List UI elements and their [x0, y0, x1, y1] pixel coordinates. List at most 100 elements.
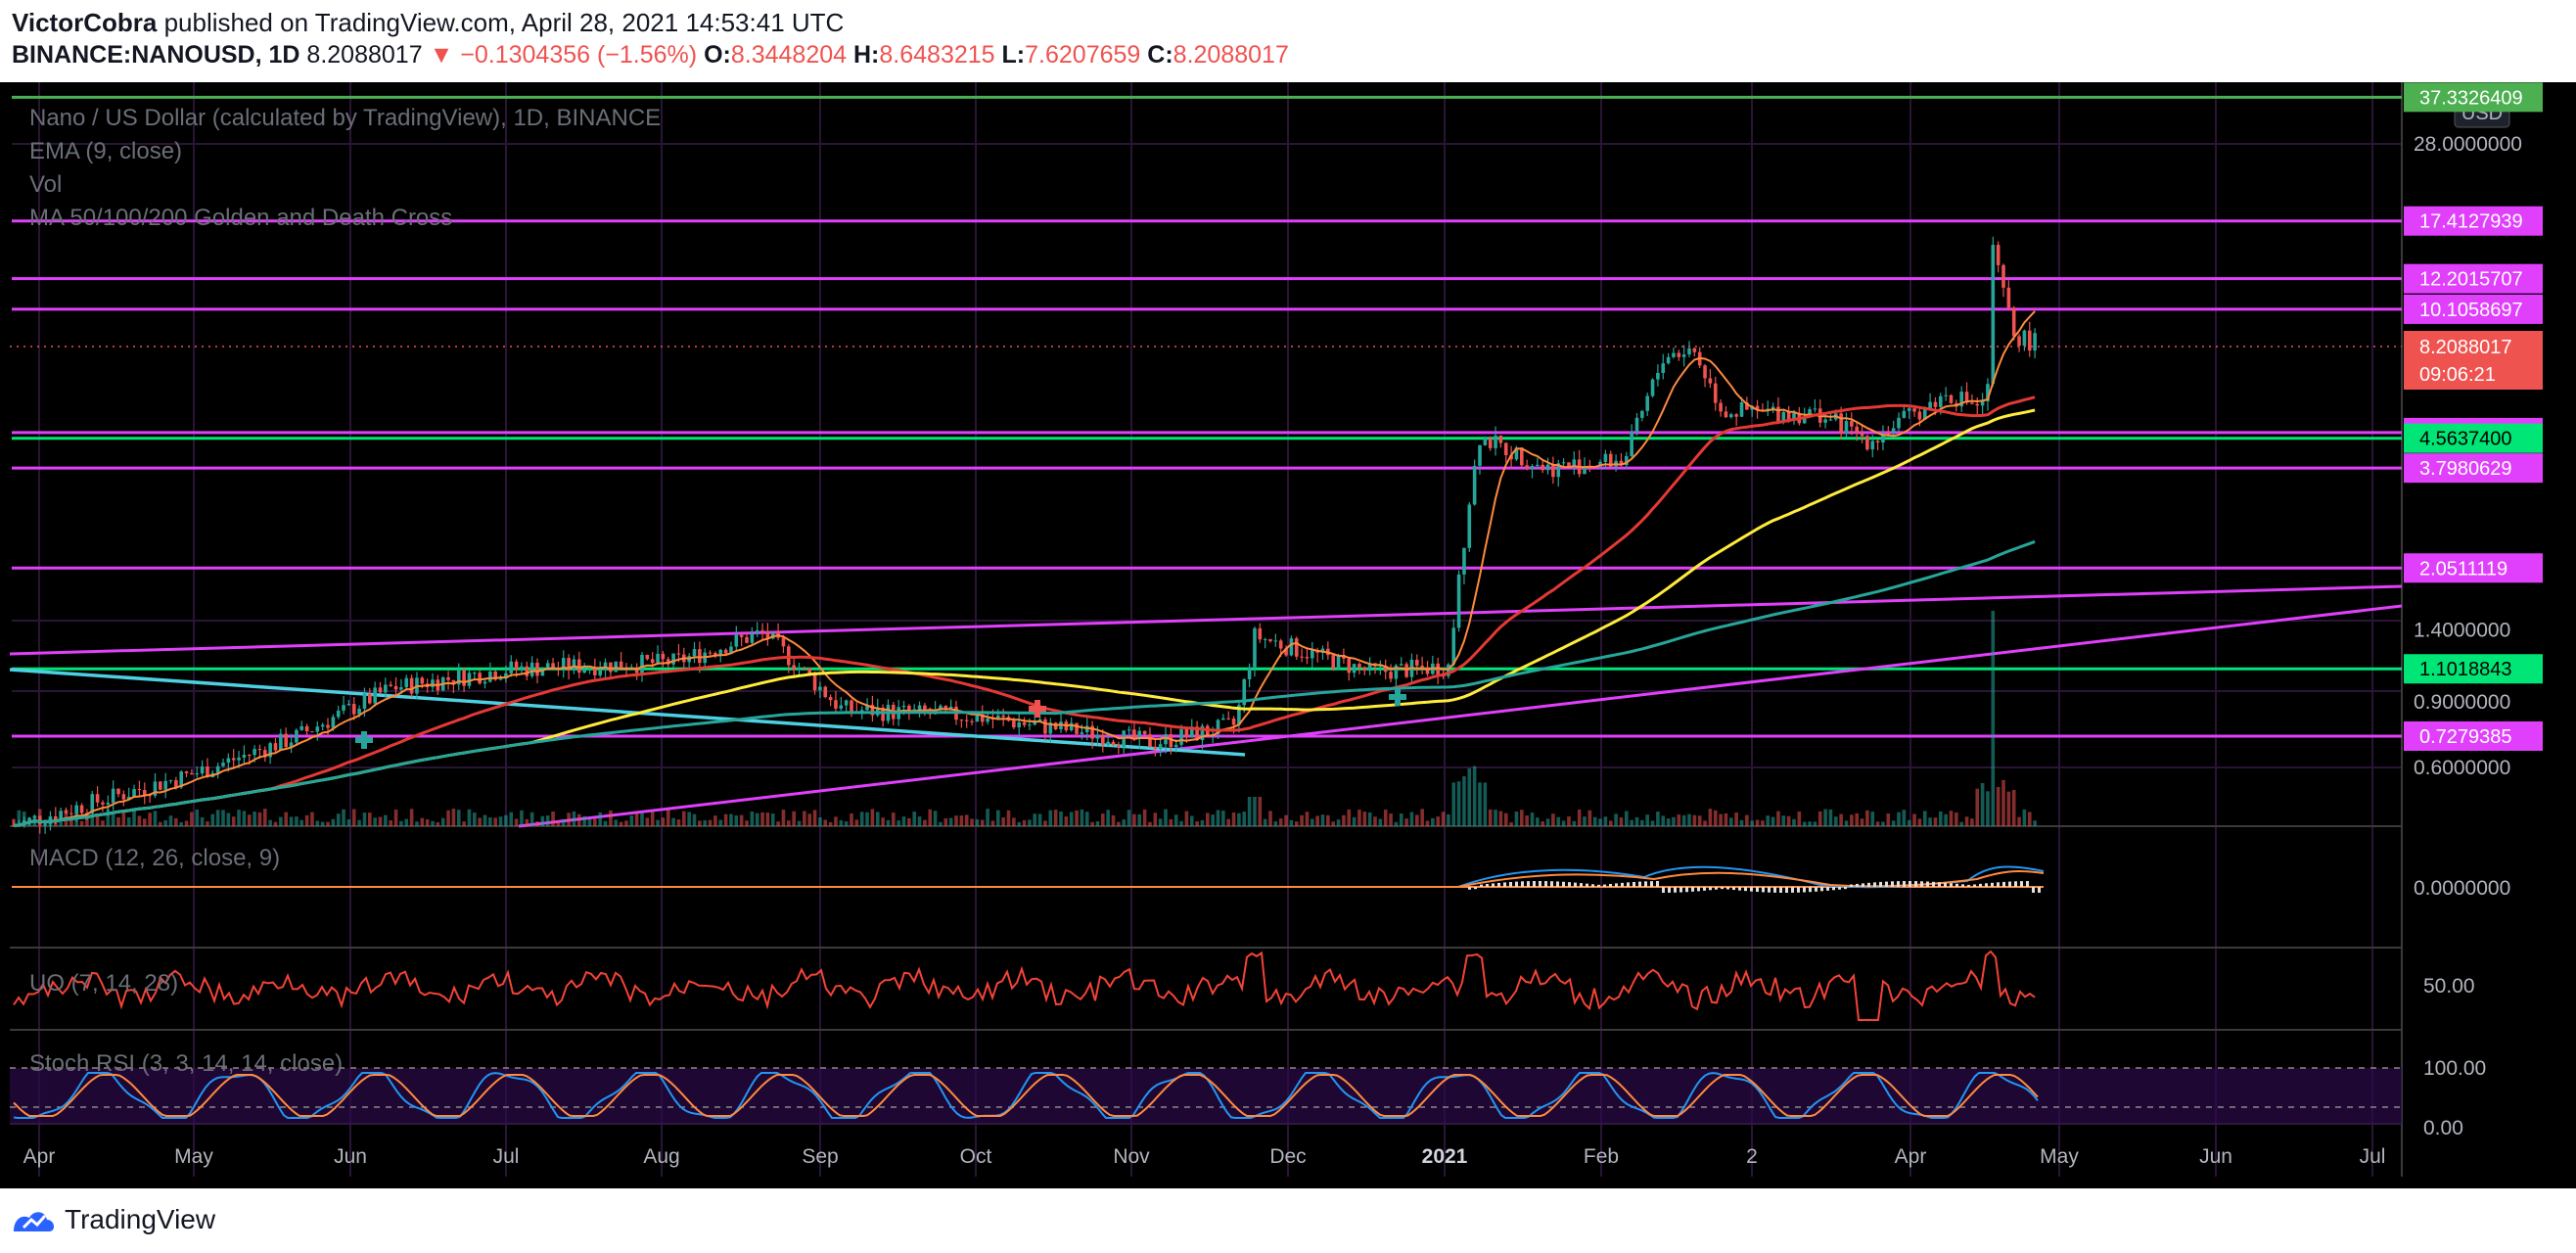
candle-body	[1404, 664, 1408, 677]
volume-bar	[1441, 812, 1446, 826]
volume-bar	[273, 821, 278, 826]
volume-bar	[1970, 818, 1974, 826]
volume-bar	[1488, 809, 1493, 826]
volume-bar	[1320, 814, 1325, 826]
candle-body	[640, 654, 644, 673]
macd-hist-bar	[1544, 881, 1547, 887]
candle-body	[116, 788, 120, 795]
legend-ma[interactable]: MA 50/100/200 Golden and Death Cross	[29, 205, 452, 231]
high-value: 8.6483215	[879, 41, 995, 69]
level-price-tag	[2404, 553, 2543, 583]
candle-body	[1813, 408, 1817, 410]
candle-body	[310, 731, 314, 733]
volume-bar	[933, 811, 938, 826]
volume-bar	[1221, 811, 1225, 826]
candle-body	[1681, 354, 1686, 357]
ma200-line	[13, 539, 2036, 827]
candle-body	[451, 679, 456, 685]
chart-header: VictorCobra published on TradingView.com…	[0, 0, 2576, 82]
volume-bar	[986, 809, 989, 826]
time-axis[interactable]: Apr May Jun Jul Aug Sep Oct Nov Dec 2021 Feb 2 Apr Ma…	[23, 1145, 2386, 1168]
legend-uo[interactable]: UO (7, 14, 28)	[29, 970, 178, 997]
volume-bar	[200, 816, 205, 826]
volume-bar	[1006, 810, 1011, 826]
volume-bar	[331, 818, 336, 826]
candle-body	[1200, 725, 1205, 741]
volume-bar	[1117, 821, 1121, 826]
macd-hist-bar	[1715, 887, 1718, 890]
volume-bar	[1525, 815, 1529, 826]
volume-bar	[1912, 813, 1916, 826]
candle-body	[2033, 333, 2037, 351]
volume-bar	[159, 821, 162, 826]
volume-bar	[1850, 814, 1854, 826]
macd-hist-bar	[1668, 887, 1671, 893]
legend-vol[interactable]: Vol	[29, 171, 62, 198]
candle-body	[959, 719, 964, 721]
volume-bar	[1875, 821, 1880, 826]
legend-ema[interactable]: EMA (9, close)	[29, 138, 182, 164]
chart-area[interactable]: Nano / US Dollar (calculated by TradingV…	[0, 82, 2576, 1188]
candle-body	[1153, 746, 1158, 750]
candle-body	[336, 710, 341, 718]
macd-hist-bar	[1685, 887, 1688, 893]
price-tick-label: 1.4000000	[2414, 620, 2510, 642]
candle-body	[1944, 394, 1948, 396]
candle-body	[420, 677, 425, 684]
price-change: ▼ −0.1304356 (−1.56%)	[429, 41, 698, 69]
legend-stoch[interactable]: Stoch RSI (3, 3, 14, 14, close)	[29, 1050, 343, 1077]
volume-bar	[1127, 810, 1131, 826]
volume-bar	[870, 809, 875, 826]
candle-body	[1907, 408, 1911, 411]
volume-bar	[1980, 782, 1985, 826]
candle-body	[1897, 417, 1901, 429]
legend-macd[interactable]: MACD (12, 26, close, 9)	[29, 845, 280, 871]
candle-body	[1347, 658, 1352, 673]
candle-body	[1090, 725, 1094, 739]
candle-body	[1028, 724, 1032, 726]
candle-body	[797, 668, 802, 671]
candle-body	[257, 749, 262, 751]
candle-body	[1734, 414, 1738, 417]
candle-body	[399, 687, 403, 690]
author-name[interactable]: VictorCobra	[12, 8, 158, 37]
macd-hist-bar	[1920, 881, 1923, 887]
volume-bar	[1645, 814, 1649, 826]
volume-bar	[17, 810, 22, 826]
volume-bar	[1572, 820, 1577, 826]
candle-body	[493, 672, 497, 680]
candle-body	[1912, 408, 1916, 412]
volume-bar	[257, 812, 262, 826]
volume-bar	[545, 815, 550, 826]
volume-bar	[121, 812, 126, 826]
publish-info: published on TradingView.com, April 28, …	[157, 8, 845, 37]
volume-bar	[1315, 815, 1319, 826]
macd-hist-bar	[1709, 887, 1712, 891]
candle-body	[478, 673, 482, 684]
legend-title[interactable]: Nano / US Dollar (calculated by TradingV…	[29, 105, 661, 131]
volume-bar	[661, 817, 666, 826]
candle-body	[1656, 372, 1660, 380]
volume-bar	[1891, 820, 1896, 826]
candle-body	[828, 697, 833, 701]
candle-body	[331, 717, 336, 728]
volume-bar	[509, 812, 514, 826]
upper-trendline[interactable]	[9, 584, 2403, 656]
tradingview-logo[interactable]: TradingView	[12, 1204, 215, 1235]
volume-bar	[1650, 820, 1655, 826]
candle-body	[200, 766, 205, 774]
volume-bar	[1708, 809, 1713, 826]
chart-canvas[interactable]: Nano / US Dollar (calculated by TradingV…	[0, 82, 2576, 1188]
volume-bar	[1409, 812, 1414, 826]
rising-trendline[interactable]	[518, 604, 2403, 828]
candle-body	[1352, 664, 1357, 673]
candle-body	[656, 653, 660, 664]
candle-body	[1970, 402, 1974, 404]
volume-bar	[1672, 816, 1676, 826]
volume-bar	[368, 812, 372, 826]
macd-hist-bar	[1656, 881, 1659, 887]
cyan-trendline[interactable]	[9, 668, 1246, 757]
volume-bar	[943, 817, 948, 826]
volume-bar	[1886, 813, 1891, 826]
uo-pane	[13, 950, 2036, 1021]
